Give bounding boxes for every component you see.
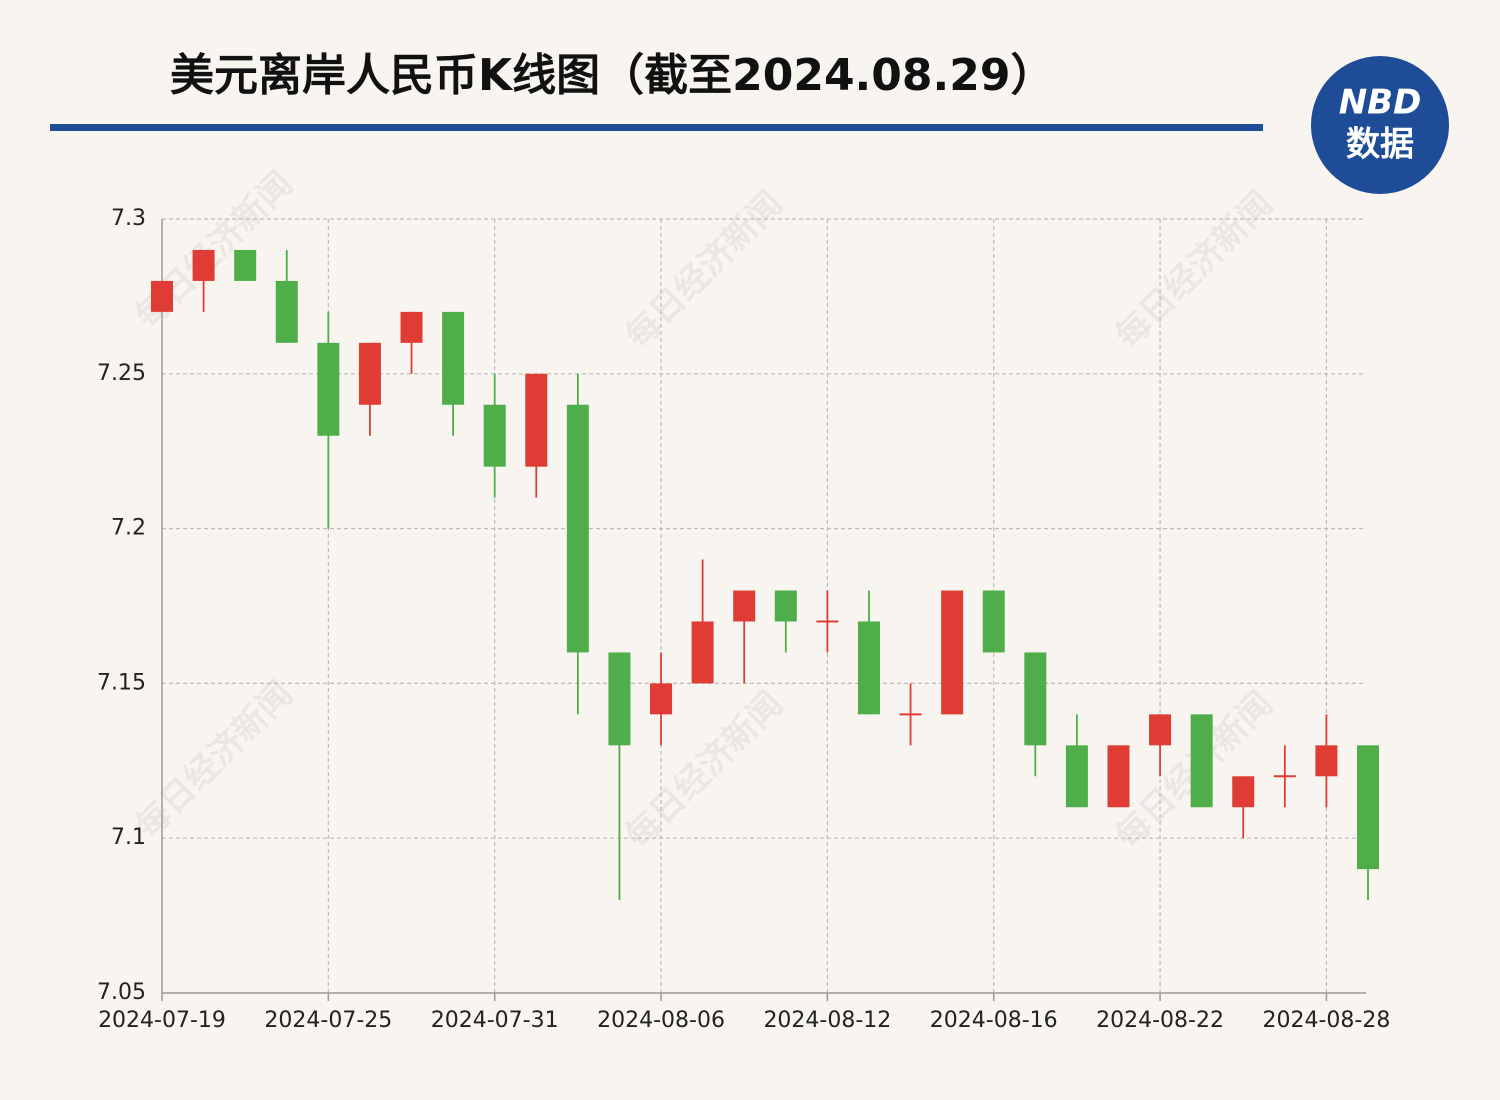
body [1357, 745, 1379, 870]
body [275, 280, 298, 343]
x-tick-label: 2024-07-31 [431, 1008, 559, 1033]
x-tick-label: 2024-07-25 [264, 1008, 392, 1033]
body [982, 590, 1005, 653]
logo [1311, 56, 1449, 194]
body [317, 342, 340, 436]
x-tick-label: 2024-08-22 [1096, 1008, 1224, 1033]
body [691, 621, 714, 684]
body [1190, 714, 1213, 808]
body [151, 280, 173, 312]
body [774, 590, 797, 622]
body [358, 342, 381, 405]
y-tick-label: 7.3 [111, 206, 146, 231]
body [566, 404, 589, 653]
body [733, 590, 756, 622]
y-tick-label: 7.15 [97, 670, 146, 695]
body [650, 683, 673, 715]
body [1024, 652, 1047, 746]
body [525, 373, 548, 467]
body [1149, 714, 1172, 746]
body [234, 249, 257, 281]
y-tick-label: 7.25 [97, 361, 146, 386]
body [1315, 745, 1338, 777]
y-tick-label: 7.1 [111, 825, 146, 850]
logo-text: NBD [1339, 83, 1422, 123]
body [483, 404, 506, 467]
x-tick-label: 2024-08-28 [1262, 1008, 1390, 1033]
x-tick-label: 2024-07-19 [98, 1008, 226, 1033]
body [400, 311, 423, 343]
title-rule [50, 124, 1263, 131]
chart-title: 美元离岸人民币K线图（截至2024.08.29） [170, 50, 1054, 101]
body [608, 652, 631, 746]
logo-text: 数据 [1346, 125, 1414, 165]
x-tick-label: 2024-08-12 [763, 1008, 891, 1033]
body [941, 590, 964, 715]
body [192, 249, 215, 281]
body [857, 621, 880, 715]
x-tick-label: 2024-08-06 [597, 1008, 725, 1033]
y-tick-label: 7.2 [111, 516, 146, 541]
body [1065, 745, 1088, 808]
body [1232, 776, 1255, 808]
body [1107, 745, 1130, 808]
x-tick-label: 2024-08-16 [930, 1008, 1058, 1033]
y-tick-label: 7.05 [97, 980, 146, 1005]
body [442, 311, 465, 405]
